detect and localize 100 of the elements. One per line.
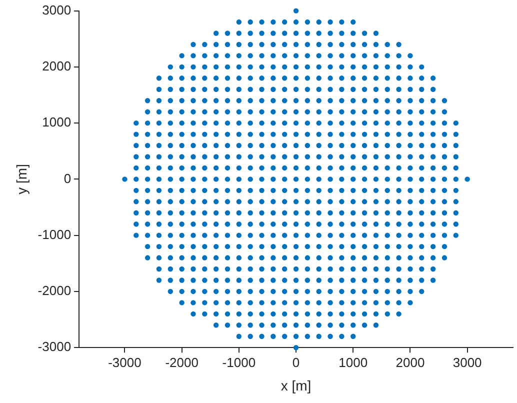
point bbox=[282, 165, 288, 171]
point bbox=[373, 76, 379, 81]
point bbox=[293, 154, 299, 160]
point bbox=[179, 222, 184, 227]
point bbox=[453, 210, 458, 216]
y-tick-label: -3000 bbox=[38, 339, 72, 354]
point bbox=[168, 132, 174, 137]
point bbox=[270, 132, 276, 137]
point bbox=[293, 199, 299, 204]
point bbox=[190, 86, 196, 92]
point bbox=[339, 255, 344, 260]
point bbox=[362, 199, 368, 204]
point bbox=[202, 311, 208, 317]
point bbox=[270, 334, 276, 339]
point bbox=[396, 109, 402, 114]
point bbox=[248, 98, 253, 104]
point bbox=[236, 176, 242, 182]
point bbox=[408, 98, 413, 104]
point bbox=[259, 322, 264, 328]
y-tick-label: 0 bbox=[64, 170, 72, 186]
point bbox=[430, 86, 436, 92]
point bbox=[282, 30, 288, 36]
point bbox=[328, 176, 333, 182]
point bbox=[408, 288, 413, 294]
point bbox=[168, 210, 174, 216]
point bbox=[350, 154, 356, 160]
point bbox=[224, 232, 230, 238]
point bbox=[373, 120, 379, 126]
point bbox=[350, 42, 356, 48]
point bbox=[293, 255, 299, 260]
point bbox=[282, 176, 288, 182]
point bbox=[328, 232, 333, 238]
point bbox=[339, 244, 344, 250]
point bbox=[396, 86, 402, 92]
point bbox=[156, 210, 162, 216]
point bbox=[316, 199, 322, 204]
point bbox=[362, 98, 368, 104]
point bbox=[339, 142, 344, 148]
point bbox=[304, 109, 310, 114]
point bbox=[408, 176, 413, 182]
point bbox=[190, 98, 196, 104]
point bbox=[328, 132, 333, 137]
point bbox=[236, 300, 242, 306]
point bbox=[144, 132, 150, 137]
point bbox=[179, 64, 184, 70]
point bbox=[236, 154, 242, 160]
point bbox=[156, 244, 162, 250]
point bbox=[362, 255, 368, 260]
point bbox=[419, 64, 424, 70]
point bbox=[328, 266, 333, 272]
point bbox=[270, 53, 276, 58]
point bbox=[213, 232, 219, 238]
point bbox=[304, 288, 310, 294]
point bbox=[282, 266, 288, 272]
point bbox=[224, 132, 230, 137]
point bbox=[270, 42, 276, 48]
point bbox=[328, 222, 333, 227]
point bbox=[328, 109, 333, 114]
point bbox=[430, 132, 436, 137]
point bbox=[248, 199, 253, 204]
point bbox=[282, 142, 288, 148]
point bbox=[396, 53, 402, 58]
point bbox=[190, 288, 196, 294]
x-tick-label: 3000 bbox=[452, 354, 482, 370]
point bbox=[396, 300, 402, 306]
point bbox=[270, 232, 276, 238]
point bbox=[156, 86, 162, 92]
point bbox=[328, 64, 333, 70]
point bbox=[224, 255, 230, 260]
point bbox=[339, 109, 344, 114]
point bbox=[339, 76, 344, 81]
point bbox=[259, 132, 264, 137]
point bbox=[156, 199, 162, 204]
point bbox=[248, 278, 253, 283]
point bbox=[144, 165, 150, 171]
point bbox=[419, 165, 424, 171]
point bbox=[396, 76, 402, 81]
point bbox=[408, 232, 413, 238]
point bbox=[168, 154, 174, 160]
point bbox=[304, 322, 310, 328]
point bbox=[144, 255, 150, 260]
point bbox=[442, 199, 448, 204]
point bbox=[144, 98, 150, 104]
point bbox=[339, 288, 344, 294]
point bbox=[328, 188, 333, 194]
point bbox=[293, 120, 299, 126]
point bbox=[282, 154, 288, 160]
point bbox=[224, 30, 230, 36]
point bbox=[202, 86, 208, 92]
point bbox=[190, 300, 196, 306]
point bbox=[316, 132, 322, 137]
point bbox=[442, 142, 448, 148]
point bbox=[224, 53, 230, 58]
x-tick-label: 0 bbox=[292, 354, 300, 370]
point bbox=[168, 188, 174, 194]
point bbox=[384, 232, 390, 238]
point bbox=[442, 176, 448, 182]
point bbox=[168, 232, 174, 238]
point bbox=[362, 165, 368, 171]
point bbox=[384, 120, 390, 126]
